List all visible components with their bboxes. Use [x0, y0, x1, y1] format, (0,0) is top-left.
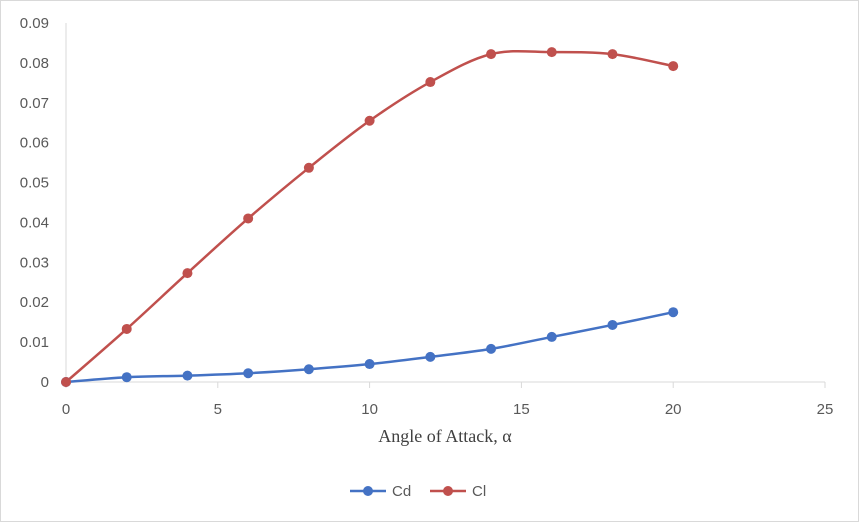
legend-swatch-marker	[363, 486, 373, 496]
y-tick-label: 0.08	[20, 55, 49, 72]
x-tick-label: 0	[62, 401, 70, 418]
legend-label: Cd	[392, 483, 411, 500]
series-points	[61, 47, 679, 387]
x-axis-label: Angle of Attack, α	[378, 426, 512, 446]
data-point-cl	[486, 49, 497, 60]
y-tick-label: 0.02	[20, 294, 49, 311]
legend-label: Cl	[472, 483, 486, 500]
axes	[65, 23, 825, 383]
y-tick-label: 0.07	[20, 95, 49, 112]
y-tick-label: 0.09	[20, 15, 49, 32]
y-tick-label: 0	[41, 374, 49, 391]
x-tick-label: 10	[361, 401, 378, 418]
data-point-cd	[243, 368, 254, 379]
data-point-cl	[425, 77, 436, 88]
x-tick-label: 20	[665, 401, 682, 418]
data-point-cl	[364, 115, 375, 126]
data-point-cd	[486, 343, 497, 354]
data-point-cd	[303, 364, 314, 375]
data-point-cl	[121, 323, 132, 334]
x-tick-label: 5	[214, 401, 222, 418]
series-lines	[65, 49, 674, 384]
data-point-cl	[61, 377, 71, 387]
y-tick-labels: 0 0.01 0.02 0.03 0.04 0.05 0.06 0.07 0.08 0.09	[20, 15, 49, 391]
data-point-cl	[303, 162, 314, 173]
y-tick-label: 0.06	[20, 135, 49, 152]
y-tick-label: 0.03	[20, 254, 49, 271]
data-point-cd	[546, 331, 557, 342]
legend-swatch-marker	[443, 486, 453, 496]
y-tick-label: 0.01	[20, 334, 49, 351]
series-line-cd	[65, 310, 674, 384]
data-point-cl	[668, 61, 679, 72]
data-point-cd	[364, 359, 375, 370]
data-point-cl	[607, 49, 618, 60]
data-point-cd	[668, 307, 679, 318]
data-point-cd	[425, 351, 436, 362]
data-point-cl	[243, 213, 254, 224]
x-tick-labels: 0 5 10 15 20 25	[62, 382, 834, 418]
y-tick-label: 0.05	[20, 175, 49, 192]
data-point-cl	[182, 268, 193, 279]
data-point-cd	[182, 370, 193, 381]
legend: Cd Cl	[350, 483, 486, 500]
data-point-cd	[607, 319, 618, 330]
data-point-cd	[121, 372, 132, 383]
data-point-cl	[546, 47, 557, 58]
x-tick-label: 15	[513, 401, 530, 418]
y-tick-label: 0.04	[20, 214, 49, 231]
series-line-cl	[65, 49, 674, 383]
x-tick-label: 25	[817, 401, 834, 418]
